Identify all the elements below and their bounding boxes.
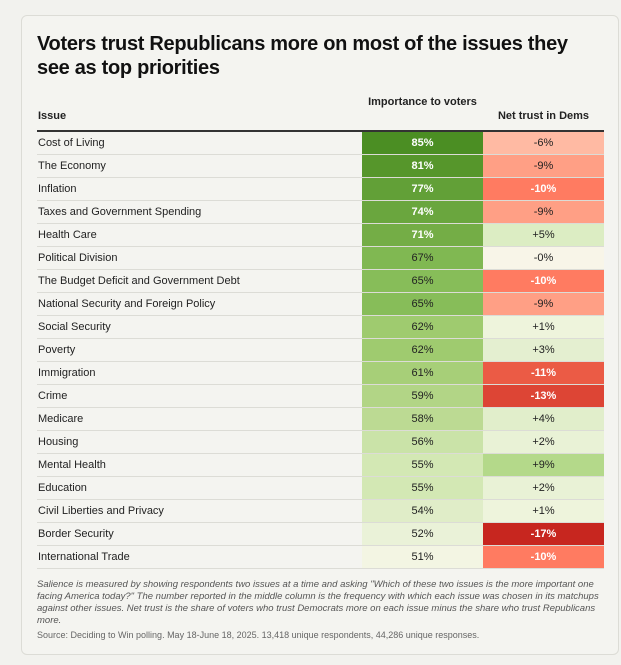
importance-cell: 67% bbox=[362, 246, 483, 269]
table-row: The Economy 81% -9% bbox=[37, 154, 604, 177]
importance-cell: 58% bbox=[362, 407, 483, 430]
header-trust: Net trust in Dems bbox=[497, 110, 590, 122]
importance-cell: 55% bbox=[362, 476, 483, 499]
issue-label: Housing bbox=[38, 435, 79, 448]
issue-label: Taxes and Government Spending bbox=[38, 205, 202, 218]
table-row: Housing 56% +2% bbox=[37, 430, 604, 453]
issue-label: The Budget Deficit and Government Debt bbox=[38, 274, 240, 287]
importance-cell: 62% bbox=[362, 338, 483, 361]
issue-label: Border Security bbox=[38, 527, 114, 540]
header-importance: Importance to voters bbox=[368, 96, 477, 108]
trust-cell: -9% bbox=[483, 200, 604, 223]
table-row: Immigration 61% -11% bbox=[37, 361, 604, 384]
trust-cell: +5% bbox=[483, 223, 604, 246]
trust-cell: +1% bbox=[483, 315, 604, 338]
table-row: International Trade 51% -10% bbox=[37, 545, 604, 568]
table-row: National Security and Foreign Policy 65%… bbox=[37, 292, 604, 315]
table-row: Poverty 62% +3% bbox=[37, 338, 604, 361]
importance-cell: 59% bbox=[362, 384, 483, 407]
issue-label: Cost of Living bbox=[38, 136, 105, 149]
issue-label: Crime bbox=[38, 389, 68, 402]
table-row: Social Security 62% +1% bbox=[37, 315, 604, 338]
importance-cell: 65% bbox=[362, 292, 483, 315]
importance-cell: 65% bbox=[362, 269, 483, 292]
trust-cell: -10% bbox=[483, 545, 604, 568]
table-row: Health Care 71% +5% bbox=[37, 223, 604, 246]
importance-cell: 51% bbox=[362, 545, 483, 568]
importance-cell: 71% bbox=[362, 223, 483, 246]
trust-cell: -11% bbox=[483, 361, 604, 384]
table-row: Medicare 58% +4% bbox=[37, 407, 604, 430]
table-row: The Budget Deficit and Government Debt 6… bbox=[37, 269, 604, 292]
importance-cell: 74% bbox=[362, 200, 483, 223]
issue-label: Immigration bbox=[38, 366, 96, 379]
table-row: Taxes and Government Spending 74% -9% bbox=[37, 200, 604, 223]
table-row: Civil Liberties and Privacy 54% +1% bbox=[37, 499, 604, 522]
trust-cell: +2% bbox=[483, 430, 604, 453]
issue-label: The Economy bbox=[38, 159, 106, 172]
issue-label: Health Care bbox=[38, 228, 97, 241]
issue-label: Civil Liberties and Privacy bbox=[38, 504, 164, 517]
table-row: Inflation 77% -10% bbox=[37, 177, 604, 200]
trust-cell: +4% bbox=[483, 407, 604, 430]
chart-title: Voters trust Republicans more on most of… bbox=[37, 33, 568, 79]
table-row: Crime 59% -13% bbox=[37, 384, 604, 407]
issue-label: Political Division bbox=[38, 251, 118, 264]
trust-cell: +3% bbox=[483, 338, 604, 361]
header-issue: Issue bbox=[38, 110, 67, 122]
importance-cell: 81% bbox=[362, 154, 483, 177]
trust-cell: -17% bbox=[483, 522, 604, 545]
footnote: Salience is measured by showing responde… bbox=[37, 579, 599, 626]
issue-label: Education bbox=[38, 481, 87, 494]
trust-cell: -0% bbox=[483, 246, 604, 269]
table-row: Education 55% +2% bbox=[37, 476, 604, 499]
trust-cell: -6% bbox=[483, 131, 604, 154]
importance-cell: 77% bbox=[362, 177, 483, 200]
issue-label: Social Security bbox=[38, 320, 111, 333]
importance-cell: 54% bbox=[362, 499, 483, 522]
issue-label: National Security and Foreign Policy bbox=[38, 297, 216, 310]
issue-label: Inflation bbox=[38, 182, 77, 195]
importance-cell: 61% bbox=[362, 361, 483, 384]
table-row: Political Division 67% -0% bbox=[37, 246, 604, 269]
table-row: Mental Health 55% +9% bbox=[37, 453, 604, 476]
issues-table: Cost of Living 85% -6% The Economy 81% -9… bbox=[37, 130, 604, 569]
importance-cell: 85% bbox=[362, 131, 483, 154]
importance-cell: 52% bbox=[362, 522, 483, 545]
issue-label: Mental Health bbox=[38, 458, 106, 471]
trust-cell: -10% bbox=[483, 177, 604, 200]
issue-label: International Trade bbox=[38, 550, 130, 563]
trust-cell: +1% bbox=[483, 499, 604, 522]
table-row: Border Security 52% -17% bbox=[37, 522, 604, 545]
trust-cell: -9% bbox=[483, 154, 604, 177]
importance-cell: 55% bbox=[362, 453, 483, 476]
trust-cell: -10% bbox=[483, 269, 604, 292]
trust-cell: +9% bbox=[483, 453, 604, 476]
importance-cell: 56% bbox=[362, 430, 483, 453]
table-row: Cost of Living 85% -6% bbox=[37, 131, 604, 154]
trust-cell: +2% bbox=[483, 476, 604, 499]
trust-cell: -9% bbox=[483, 292, 604, 315]
issue-label: Poverty bbox=[38, 343, 76, 356]
source-note: Source: Deciding to Win polling. May 18-… bbox=[37, 630, 480, 640]
trust-cell: -13% bbox=[483, 384, 604, 407]
issue-label: Medicare bbox=[38, 412, 84, 425]
importance-cell: 62% bbox=[362, 315, 483, 338]
chart-card: Voters trust Republicans more on most of… bbox=[21, 15, 619, 655]
